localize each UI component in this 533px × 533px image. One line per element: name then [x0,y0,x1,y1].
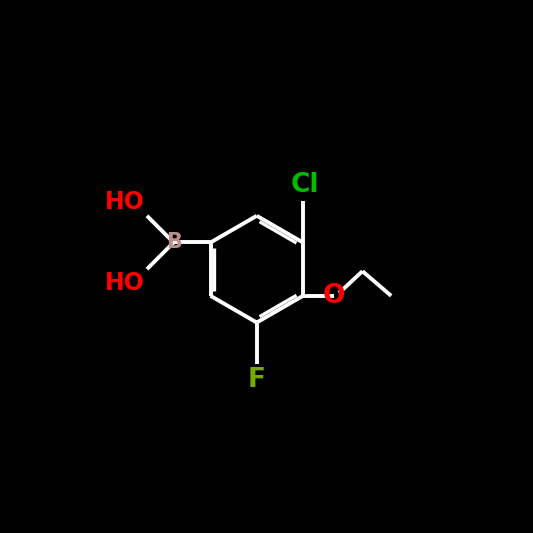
Text: O: O [322,283,345,309]
Text: Cl: Cl [291,172,319,198]
Text: F: F [248,367,266,393]
Text: HO: HO [105,271,145,295]
Text: B: B [166,232,182,253]
Text: HO: HO [105,190,145,214]
